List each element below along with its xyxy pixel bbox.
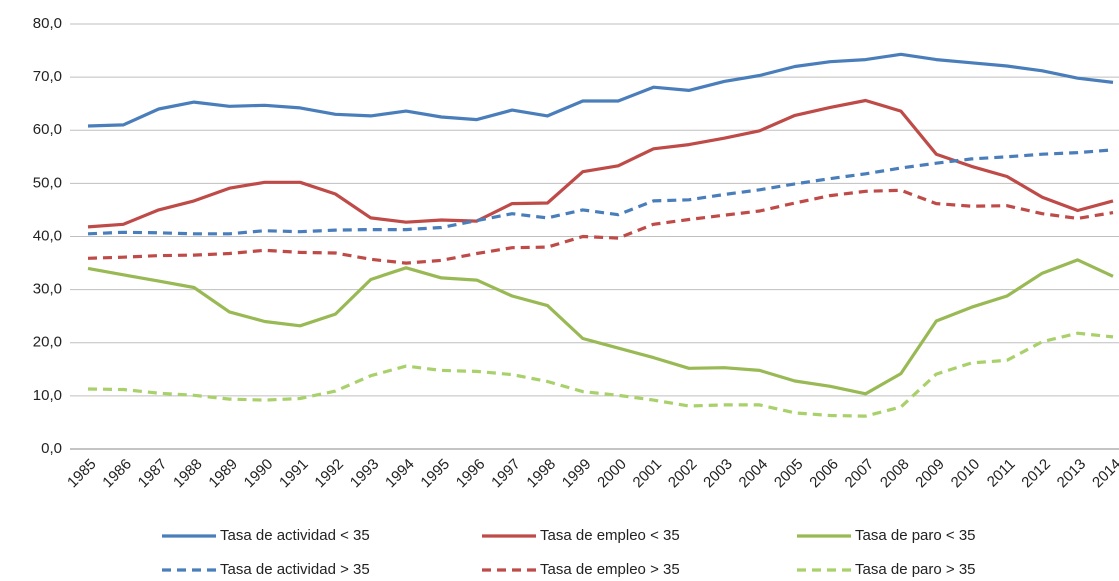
x-tick-label: 2012	[1018, 456, 1054, 492]
x-tick-label: 2007	[842, 456, 878, 492]
legend-label: Tasa de paro > 35	[855, 561, 976, 578]
series-line	[87, 188, 1114, 265]
x-tick-label: 1991	[276, 456, 312, 492]
x-tick-label: 2008	[877, 456, 913, 492]
x-tick-label: 2010	[948, 456, 984, 492]
x-tick-label: 1993	[347, 456, 383, 492]
y-tick-label: 0,0	[41, 440, 62, 457]
x-tick-label: 1988	[170, 456, 206, 492]
x-tick-label: 1994	[382, 456, 418, 492]
x-tick-label: 1992	[311, 456, 347, 492]
legend-label: Tasa de actividad < 35	[220, 527, 370, 544]
y-tick-label: 70,0	[33, 68, 62, 85]
x-tick-label: 1999	[559, 456, 595, 492]
y-tick-label: 20,0	[33, 334, 62, 351]
y-tick-label: 30,0	[33, 281, 62, 298]
x-tick-label: 2006	[806, 456, 842, 492]
legend-label: Tasa de empleo > 35	[540, 561, 680, 578]
x-tick-label: 2002	[665, 456, 701, 492]
x-tick-label: 1989	[205, 456, 241, 492]
series-line	[87, 258, 1114, 396]
x-tick-label: 1985	[64, 456, 100, 492]
series-line	[87, 331, 1114, 418]
x-tick-label: 2014	[1089, 456, 1119, 492]
x-tick-label: 1997	[488, 456, 524, 492]
x-tick-label: 1986	[99, 456, 135, 492]
y-tick-label: 40,0	[33, 227, 62, 244]
x-tick-label: 2009	[912, 456, 948, 492]
series-line	[87, 98, 1114, 229]
legend-label: Tasa de paro < 35	[855, 527, 976, 544]
x-tick-label: 1995	[417, 456, 453, 492]
y-tick-label: 60,0	[33, 121, 62, 138]
x-tick-label: 2004	[736, 456, 772, 492]
y-tick-label: 80,0	[33, 15, 62, 32]
x-tick-label: 2003	[700, 456, 736, 492]
x-tick-label: 2000	[594, 456, 630, 492]
x-tick-label: 1987	[135, 456, 171, 492]
series-line	[87, 52, 1114, 128]
x-tick-label: 2005	[771, 456, 807, 492]
legend-label: Tasa de actividad > 35	[220, 561, 370, 578]
x-tick-label: 1998	[523, 456, 559, 492]
y-tick-label: 50,0	[33, 174, 62, 191]
legend-label: Tasa de empleo < 35	[540, 527, 680, 544]
x-tick-label: 1990	[241, 456, 277, 492]
x-tick-label: 2011	[984, 456, 1019, 491]
y-tick-label: 10,0	[33, 387, 62, 404]
series-line	[87, 148, 1114, 236]
x-tick-label: 1996	[453, 456, 489, 492]
x-tick-label: 2013	[1054, 456, 1090, 492]
x-tick-label: 2001	[630, 456, 666, 492]
